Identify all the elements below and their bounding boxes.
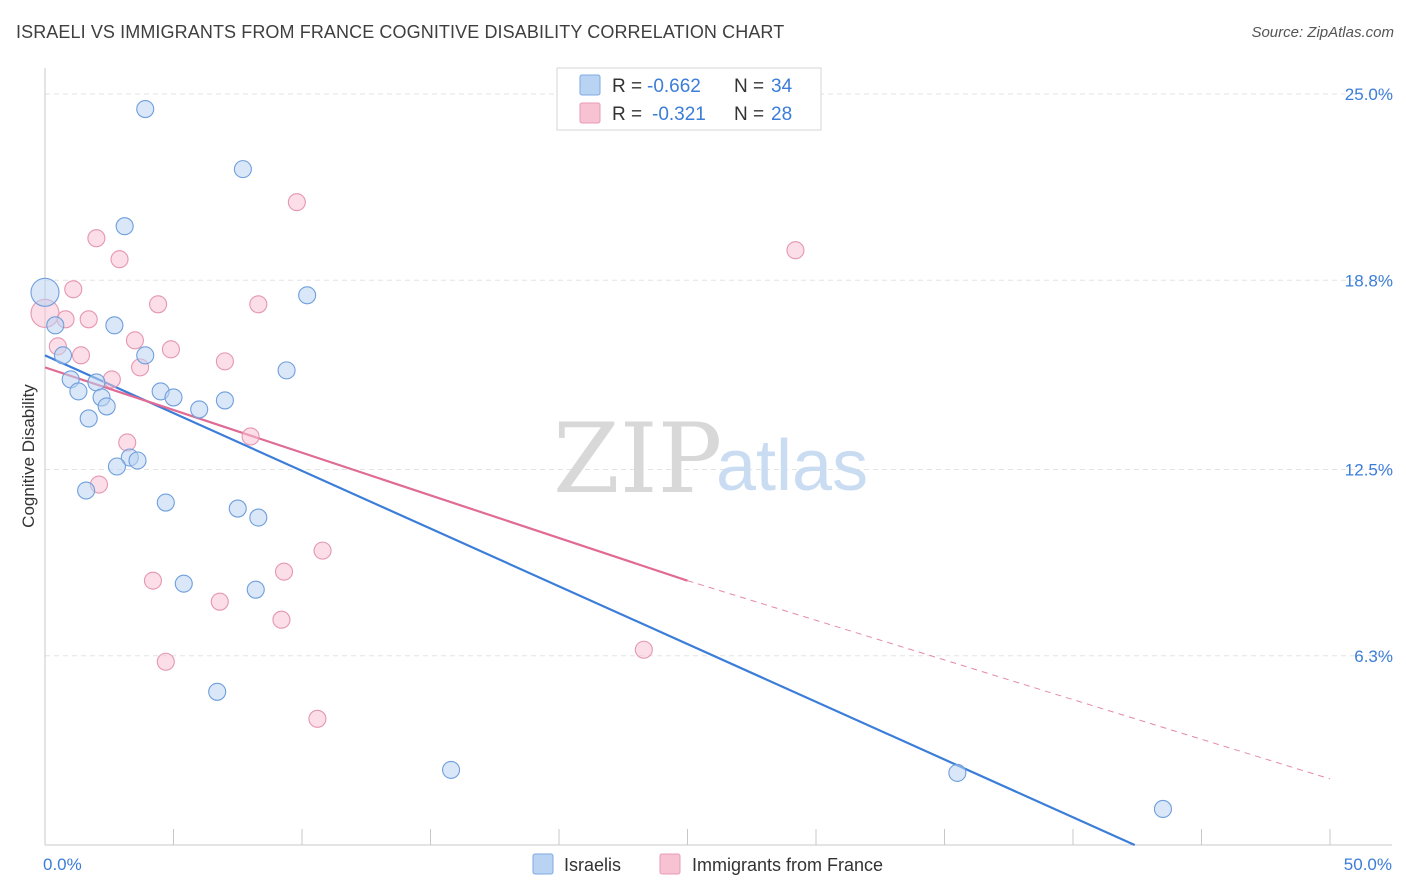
point-france bbox=[786, 241, 805, 260]
point-france bbox=[156, 652, 175, 671]
point-france bbox=[79, 310, 98, 329]
point-israelis bbox=[277, 361, 296, 380]
legend-n-label-israelis: N = bbox=[734, 76, 764, 97]
trend-lines bbox=[44, 354, 1331, 847]
point-france bbox=[143, 571, 162, 590]
watermark: ZIP atlas bbox=[553, 403, 868, 515]
legend-r-label-israelis: R = bbox=[612, 76, 642, 97]
watermark-atlas: atlas bbox=[716, 426, 868, 506]
point-israelis bbox=[948, 763, 967, 782]
trend-line-france-extension bbox=[687, 580, 1331, 780]
point-israelis bbox=[1153, 799, 1172, 819]
y-tick-label: 25.0% bbox=[1345, 85, 1393, 104]
point-israelis bbox=[136, 346, 155, 365]
point-israelis bbox=[77, 481, 96, 500]
point-france bbox=[161, 340, 180, 359]
point-israelis bbox=[246, 580, 265, 599]
axes bbox=[44, 68, 1392, 846]
point-israelis bbox=[79, 409, 98, 428]
legend-r-value-france: -0.321 bbox=[652, 104, 706, 125]
source-label: Source: ZipAtlas.com bbox=[1251, 24, 1394, 41]
y-tick-label: 12.5% bbox=[1345, 461, 1393, 480]
point-israelis bbox=[164, 388, 183, 407]
point-france bbox=[634, 640, 653, 659]
point-israelis bbox=[30, 277, 60, 307]
point-israelis bbox=[298, 286, 317, 305]
y-tick-label: 6.3% bbox=[1354, 647, 1393, 666]
legend-swatch-israelis bbox=[579, 74, 601, 96]
x-tick-label-max: 50.0% bbox=[1344, 855, 1392, 874]
point-france bbox=[71, 346, 91, 365]
chart-title: ISRAELI VS IMMIGRANTS FROM FRANCE COGNIT… bbox=[16, 22, 785, 42]
y-tick-label: 18.8% bbox=[1345, 271, 1393, 290]
point-israelis bbox=[136, 99, 155, 119]
point-france bbox=[64, 280, 83, 299]
point-israelis bbox=[442, 760, 461, 779]
point-israelis bbox=[249, 508, 268, 527]
bottom-legend-label-france: Immigrants from France bbox=[692, 855, 883, 875]
point-france bbox=[241, 427, 260, 446]
point-israelis bbox=[53, 346, 73, 365]
y-axis-label: Cognitive Disability bbox=[19, 384, 38, 528]
point-israelis bbox=[69, 382, 88, 401]
point-france bbox=[313, 541, 332, 560]
point-france bbox=[87, 229, 106, 248]
point-israelis bbox=[87, 373, 106, 392]
point-israelis bbox=[46, 316, 65, 335]
bottom-legend-swatch-israelis bbox=[532, 853, 554, 875]
point-france bbox=[118, 433, 137, 452]
x-tick-label-min: 0.0% bbox=[43, 855, 82, 874]
point-israelis bbox=[215, 391, 234, 410]
point-israelis bbox=[174, 574, 193, 593]
bottom-legend: Israelis Immigrants from France bbox=[532, 853, 883, 875]
y-tick-labels: 6.3% 12.5% 18.8% 25.0% bbox=[1345, 85, 1393, 666]
point-france bbox=[274, 562, 294, 581]
point-israelis bbox=[128, 451, 147, 470]
legend-n-value-israelis: 34 bbox=[771, 76, 793, 97]
point-israelis bbox=[115, 217, 134, 236]
legend-n-label-france: N = bbox=[734, 104, 764, 125]
legend-n-value-france: 28 bbox=[771, 104, 792, 125]
point-israelis bbox=[228, 499, 247, 518]
data-points bbox=[30, 99, 1172, 819]
bottom-legend-swatch-france bbox=[659, 853, 681, 875]
legend-box: R = -0.662 N = 34 R = -0.321 N = 28 bbox=[556, 67, 822, 131]
legend-r-label-france: R = bbox=[612, 104, 642, 125]
point-israelis bbox=[156, 493, 175, 512]
point-france bbox=[308, 709, 327, 728]
point-france bbox=[272, 610, 291, 629]
point-israelis bbox=[107, 457, 127, 476]
point-israelis bbox=[208, 682, 227, 701]
point-france bbox=[287, 193, 306, 212]
point-france bbox=[110, 250, 129, 269]
trend-line-israelis bbox=[44, 354, 1136, 847]
point-france bbox=[215, 352, 234, 371]
trend-line-france bbox=[44, 366, 688, 582]
legend-r-value-israelis: -0.662 bbox=[647, 76, 701, 97]
point-france bbox=[102, 370, 121, 389]
point-france bbox=[210, 592, 229, 611]
gridlines bbox=[45, 93, 1392, 657]
point-israelis bbox=[233, 160, 252, 179]
point-france bbox=[149, 295, 168, 314]
bottom-legend-label-israelis: Israelis bbox=[564, 855, 621, 875]
point-israelis bbox=[105, 316, 124, 335]
point-france bbox=[125, 331, 144, 350]
point-israelis bbox=[190, 400, 209, 419]
point-israelis bbox=[97, 397, 116, 416]
point-france bbox=[249, 295, 268, 314]
legend-swatch-france bbox=[579, 102, 601, 124]
watermark-zip: ZIP bbox=[553, 403, 722, 515]
